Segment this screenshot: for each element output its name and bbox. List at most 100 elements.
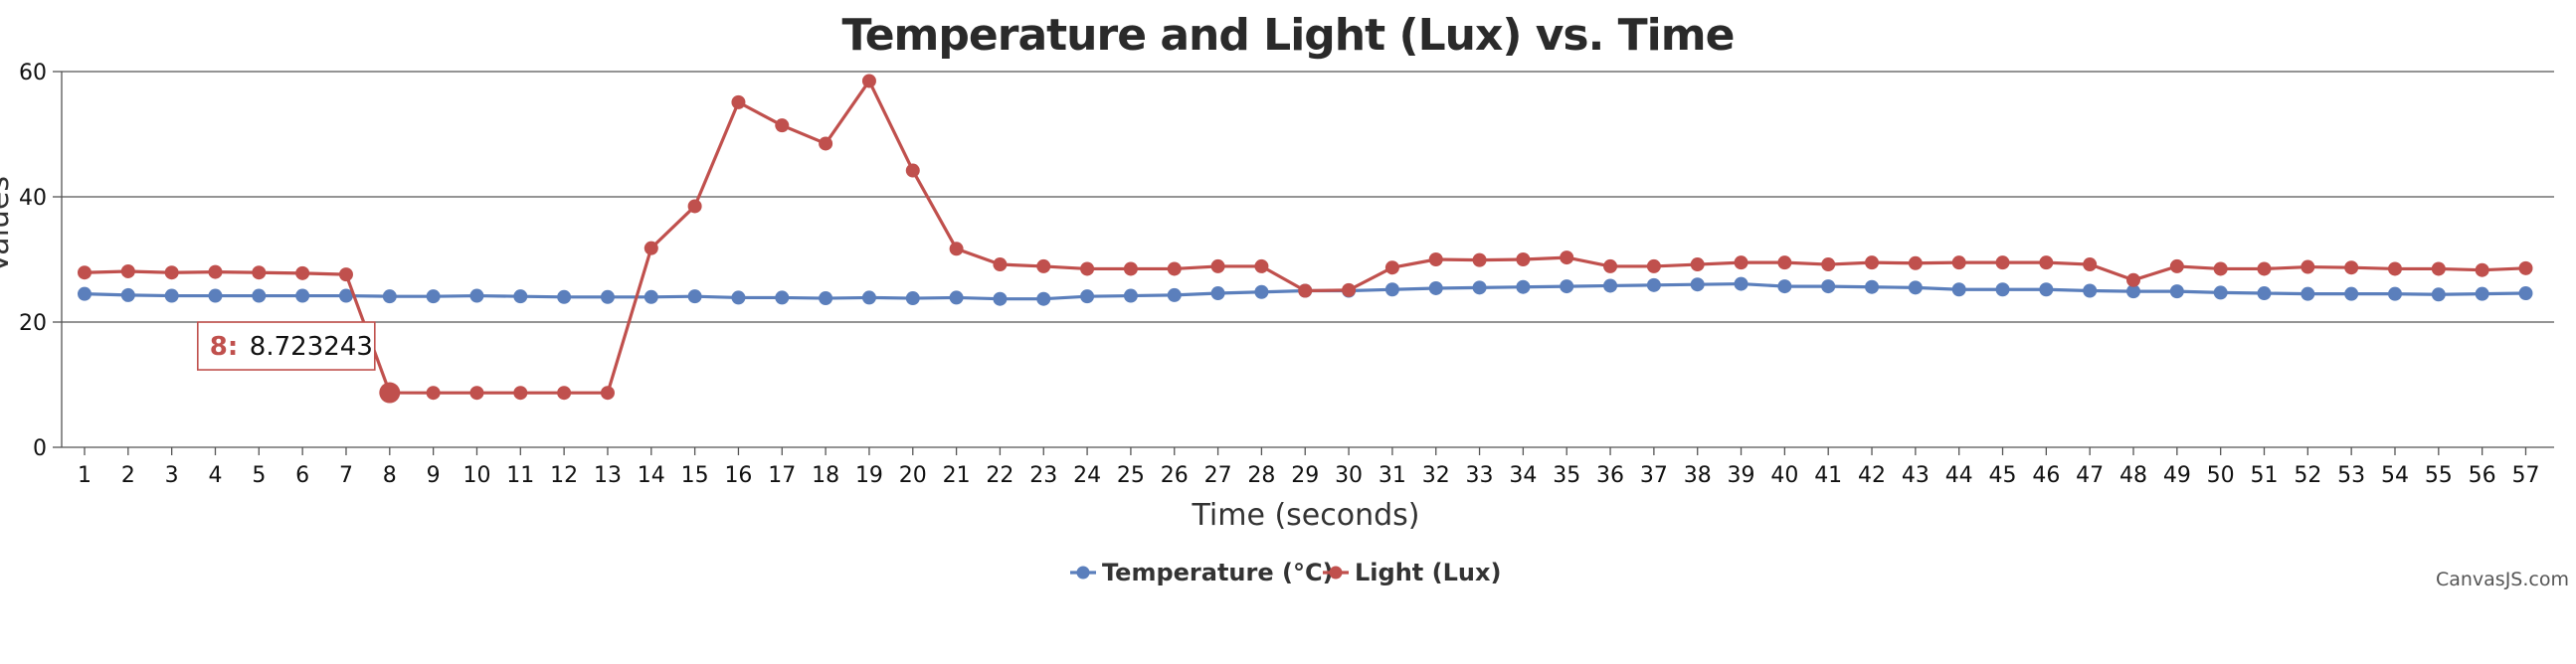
data-point [78, 286, 92, 301]
y-tick-label: 20 [19, 311, 47, 336]
x-tick-label: 23 [1029, 463, 1057, 488]
x-tick-label: 57 [2511, 463, 2539, 488]
data-point [2169, 258, 2184, 273]
gridlines [53, 71, 2554, 448]
data-point [1428, 252, 1443, 266]
data-point [2518, 286, 2533, 301]
x-tick-label: 4 [208, 463, 222, 488]
x-tick-label: 26 [1161, 463, 1189, 488]
data-point [2169, 284, 2184, 299]
data-point [164, 265, 179, 280]
data-point [993, 291, 1008, 306]
data-point [2213, 285, 2228, 300]
x-tick-label: 33 [1466, 463, 1494, 488]
data-point [2257, 286, 2272, 301]
data-point [1560, 279, 1574, 294]
data-point [1384, 282, 1399, 297]
data-point [557, 386, 572, 401]
x-tick-label: 25 [1117, 463, 1145, 488]
tooltip-box [197, 321, 376, 371]
data-point [1777, 255, 1792, 270]
data-point [1298, 283, 1313, 298]
data-point [2126, 284, 2141, 299]
x-tick-label: 18 [812, 463, 839, 488]
x-tick-label: 40 [1770, 463, 1798, 488]
data-point [382, 289, 397, 304]
x-tick-label: 21 [943, 463, 971, 488]
data-point [1821, 279, 1836, 294]
x-tick-label: 52 [2294, 463, 2321, 488]
data-point [2387, 286, 2402, 301]
data-point [1036, 291, 1051, 306]
data-point [1342, 282, 1357, 297]
x-tick-label: 16 [724, 463, 752, 488]
data-point [861, 290, 876, 305]
y-axis-ticks: 0 20 40 60 [19, 61, 47, 461]
data-point [513, 289, 528, 304]
data-point [775, 118, 790, 133]
data-point [208, 288, 223, 303]
data-point [1690, 257, 1705, 272]
x-tick-label: 56 [2469, 463, 2496, 488]
x-tick-label: 20 [899, 463, 927, 488]
data-point [2475, 286, 2489, 301]
x-tick-label: 41 [1814, 463, 1842, 488]
data-point [600, 386, 615, 401]
x-tick-label: 35 [1553, 463, 1580, 488]
data-point [1560, 250, 1574, 265]
data-point [1908, 280, 1923, 295]
data-point [687, 199, 702, 214]
data-point [2300, 259, 2315, 274]
data-point [557, 289, 572, 304]
x-tick-label: 6 [295, 463, 309, 488]
data-point [1428, 280, 1443, 295]
x-tick-label: 14 [638, 463, 665, 488]
x-tick-label: 22 [986, 463, 1013, 488]
data-point [905, 163, 920, 178]
data-point [208, 264, 223, 279]
y-tick-label: 0 [33, 436, 47, 461]
x-tick-label: 10 [462, 463, 490, 488]
data-point [861, 74, 876, 88]
series-line [84, 79, 2526, 395]
data-point [469, 386, 484, 401]
x-axis-title: Time (seconds) [1192, 498, 1420, 533]
data-point [1384, 260, 1399, 275]
x-axis-ticks: 1 2 3 4 5 6 7 8 9 10 11 12 13 14 15 16 17 18 19 20 21 22 23 24 2… [78, 447, 2539, 488]
x-tick-label: 5 [252, 463, 266, 488]
x-tick-label: 3 [165, 463, 179, 488]
x-tick-label: 34 [1509, 463, 1537, 488]
x-tick-label: 30 [1335, 463, 1363, 488]
data-point [644, 241, 658, 255]
x-tick-label: 45 [1989, 463, 2017, 488]
data-point [1777, 279, 1792, 294]
x-tick-label: 46 [2032, 463, 2060, 488]
data-point [819, 136, 833, 151]
data-point [295, 288, 310, 303]
tooltip: 8: 8.723243 [197, 321, 376, 371]
data-point [1646, 277, 1661, 292]
x-tick-label: 50 [2207, 463, 2235, 488]
data-point [1734, 255, 1748, 270]
x-tick-label: 31 [1379, 463, 1406, 488]
x-tick-label: 39 [1728, 463, 1755, 488]
credit-link[interactable]: CanvasJS.com [2436, 569, 2569, 590]
x-tick-label: 48 [2119, 463, 2147, 488]
data-point [1995, 255, 2010, 270]
data-point [2387, 261, 2402, 276]
data-point [1908, 255, 1923, 270]
x-tick-label: 15 [681, 463, 709, 488]
data-point [644, 289, 658, 304]
data-point [2431, 287, 2446, 302]
data-point [426, 386, 441, 401]
x-tick-label: 11 [506, 463, 534, 488]
x-tick-label: 8 [383, 463, 397, 488]
data-point [1603, 278, 1618, 293]
data-point [993, 257, 1008, 272]
data-point [2431, 261, 2446, 276]
data-point [2257, 261, 2272, 276]
data-point [1254, 284, 1269, 299]
data-point [338, 267, 353, 282]
x-tick-label: 42 [1858, 463, 1886, 488]
x-tick-label: 1 [78, 463, 92, 488]
